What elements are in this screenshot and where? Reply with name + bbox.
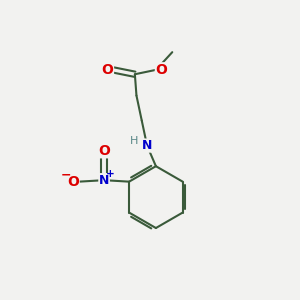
Text: O: O xyxy=(98,144,110,158)
Text: N: N xyxy=(99,174,109,187)
Text: O: O xyxy=(101,63,113,77)
Text: +: + xyxy=(106,169,115,179)
Text: O: O xyxy=(155,63,167,77)
Text: −: − xyxy=(60,169,71,182)
Text: H: H xyxy=(130,136,138,146)
Text: N: N xyxy=(142,139,152,152)
Text: O: O xyxy=(67,175,79,189)
